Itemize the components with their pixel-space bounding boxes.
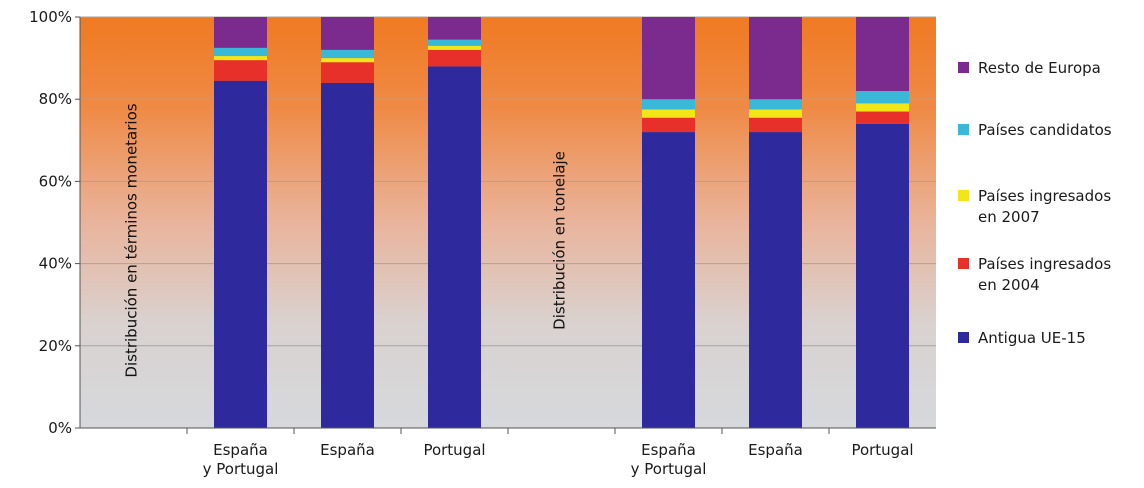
bar-segment	[321, 49, 374, 59]
bar-segment	[214, 47, 267, 57]
bar-segment	[856, 103, 909, 112]
bar-segment	[428, 17, 481, 40]
legend-item: Antigua UE-15	[958, 328, 1144, 349]
x-category-label: Portugal	[851, 441, 913, 459]
bars	[214, 17, 909, 429]
bar-segment	[749, 99, 802, 110]
bar-segment	[214, 56, 267, 61]
axes	[75, 16, 936, 434]
legend-label: Resto de Europa	[978, 59, 1101, 77]
legend-item: Países ingresados en 2007	[958, 186, 1144, 228]
bar-segment	[321, 58, 374, 63]
group-label: Distribución en tonelaje	[551, 151, 569, 330]
group-label: Distribución en términos monetarios	[123, 103, 141, 377]
bar-segment	[856, 123, 909, 429]
legend-label: Países candidatos	[978, 121, 1112, 139]
legend-swatch	[958, 190, 969, 201]
bar-segment	[214, 17, 267, 48]
legend-item: Países candidatos	[958, 120, 1144, 141]
legend-label: Países ingresados en 2007	[978, 187, 1112, 226]
legend-label: Países ingresados en 2004	[978, 255, 1112, 294]
bar-segment	[642, 17, 695, 100]
y-tick-label: 80%	[39, 90, 72, 108]
bar-segment	[321, 62, 374, 83]
legend-label: Antigua UE-15	[978, 329, 1086, 347]
x-category-label: España	[320, 441, 375, 459]
legend-swatch	[958, 332, 969, 343]
bar-segment	[428, 49, 481, 67]
bar-segment	[321, 82, 374, 428]
bar-segment	[642, 132, 695, 428]
bar-segment	[214, 80, 267, 428]
bar-segment	[749, 117, 802, 133]
bar-segment	[428, 66, 481, 428]
bar-segment	[428, 39, 481, 46]
bar-segment	[321, 17, 374, 50]
x-category-label: Portugal	[423, 441, 485, 459]
bar-segment	[428, 45, 481, 50]
bar-segment	[856, 90, 909, 104]
y-tick-label: 0%	[48, 419, 72, 437]
bar-segment	[642, 109, 695, 118]
x-category-label: España y Portugal	[203, 441, 279, 478]
bar-segment	[856, 17, 909, 91]
bar-segment	[749, 132, 802, 428]
bar-segment	[642, 99, 695, 110]
y-tick-label: 60%	[39, 172, 72, 190]
legend-item: Países ingresados en 2004	[958, 254, 1144, 296]
x-category-label: España	[748, 441, 803, 459]
bar-segment	[749, 17, 802, 100]
legend-item: Resto de Europa	[958, 58, 1144, 79]
bar-segment	[856, 111, 909, 124]
y-tick-label: 40%	[39, 255, 72, 273]
bar-segment	[214, 60, 267, 81]
x-category-label: España y Portugal	[631, 441, 707, 478]
legend-swatch	[958, 258, 969, 269]
labels: 0% 20% 40% 60% 80% 100% España y Portugal España…	[29, 8, 913, 478]
y-tick-label: 20%	[39, 337, 72, 355]
bar-segment	[642, 117, 695, 133]
plot-background	[80, 17, 936, 428]
legend-swatch	[958, 62, 969, 73]
bar-segment	[749, 109, 802, 118]
y-tick-label: 100%	[29, 8, 72, 26]
legend-swatch	[958, 124, 969, 135]
